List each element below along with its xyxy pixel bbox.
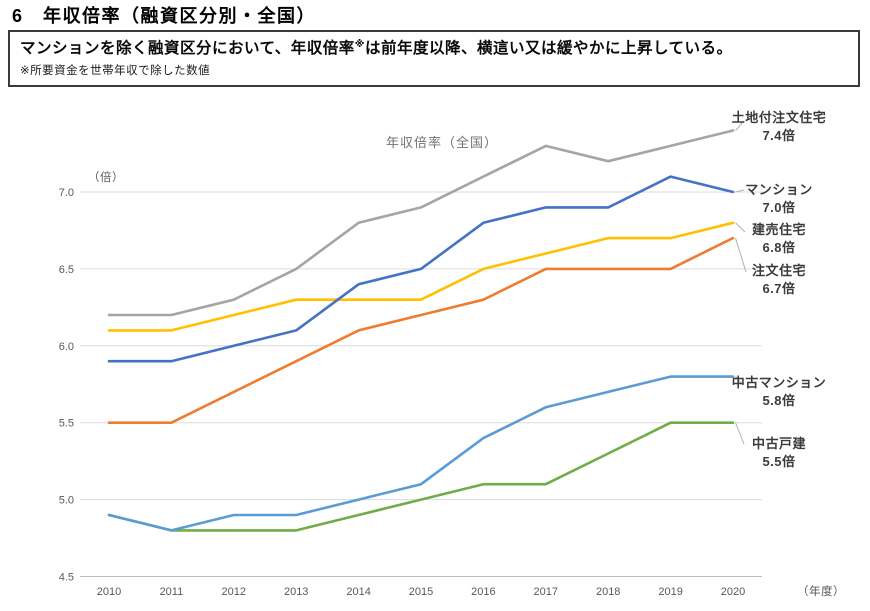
series-name-label-custom-home: 注文住宅 (752, 263, 806, 278)
reference-mark: ※ (354, 39, 365, 50)
x-axis-tick-label: 2015 (409, 586, 433, 598)
y-axis-tick-label: 6.5 (59, 264, 74, 276)
x-axis-tick-label: 2013 (284, 586, 308, 598)
y-axis-tick-label: 5.5 (59, 418, 74, 430)
series-name-label-spec-home: 建売住宅 (752, 222, 806, 237)
series-line-spec-home (107, 221, 735, 332)
series-line-used-detached (107, 421, 735, 532)
y-axis-tick-label: 4.5 (59, 572, 74, 584)
leader-line-custom-home (735, 237, 747, 273)
y-axis-tick-label: 5.0 (59, 495, 74, 507)
summary-note: ※所要資金を世帯年収で除した数値 (20, 65, 211, 78)
series-value-label-used-condo: 5.8倍 (762, 393, 795, 408)
leader-line-used-condo (735, 376, 743, 385)
leader-line-used-detached (735, 422, 745, 445)
series-name-label-land-custom-home: 土地付注文住宅 (732, 110, 827, 125)
y-axis-tick-label: 7.0 (59, 187, 74, 199)
leader-line-land-custom-home (735, 120, 745, 131)
x-axis-tick-label: 2019 (658, 586, 682, 598)
y-axis-tick-label: 6.0 (59, 341, 74, 353)
page-title: 6 年収倍率（融資区分別・全国） (12, 6, 317, 26)
series-value-label-custom-home: 6.7倍 (762, 281, 795, 296)
series-line-condo (107, 175, 735, 363)
series-line-land-custom-home (107, 129, 735, 317)
series-value-label-land-custom-home: 7.4倍 (762, 128, 795, 143)
series-value-label-condo: 7.0倍 (762, 200, 795, 215)
x-axis-tick-label: 2016 (471, 586, 495, 598)
x-axis-tick-label: 2017 (534, 586, 558, 598)
x-axis-unit-label: （年度） (797, 584, 845, 598)
series-line-used-condo (107, 375, 735, 532)
chart-title: 年収倍率（全国） (386, 135, 498, 150)
summary-box: マンションを除く融資区分において、年収倍率※は前年度以降、横這い又は緩やかに上昇… (8, 30, 860, 87)
x-axis-tick-label: 2014 (346, 586, 370, 598)
x-axis-tick-label: 2011 (160, 586, 184, 598)
series-line-custom-home (107, 236, 735, 425)
summary-text-before: マンションを除く融資区分において、年収倍率 (20, 40, 355, 57)
series-value-label-spec-home: 6.8倍 (762, 240, 795, 255)
series-name-label-used-condo: 中古マンション (732, 375, 827, 390)
series-name-label-condo: マンション (745, 182, 813, 197)
leader-line-spec-home (735, 222, 746, 233)
x-axis-tick-label: 2012 (222, 586, 246, 598)
series-name-label-used-detached: 中古戸建 (752, 436, 806, 451)
x-axis-tick-label: 2020 (721, 586, 745, 598)
summary-text: マンションを除く融資区分において、年収倍率※は前年度以降、横這い又は緩やかに上昇… (20, 38, 848, 59)
summary-text-after: は前年度以降、横這い又は緩やかに上昇している。 (365, 40, 733, 57)
x-axis-tick-label: 2010 (97, 586, 121, 598)
leader-line-condo (735, 189, 745, 193)
y-axis-unit-label: （倍） (88, 170, 124, 184)
x-axis-tick-label: 2018 (596, 586, 620, 598)
series-value-label-used-detached: 5.5倍 (762, 454, 795, 469)
